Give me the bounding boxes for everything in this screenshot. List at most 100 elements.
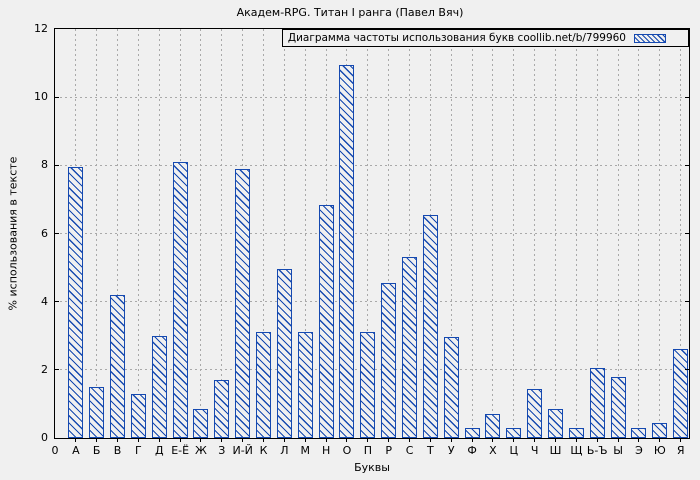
bar: [381, 282, 397, 438]
x-tick-label: И-Й: [232, 444, 253, 457]
bar: [110, 294, 126, 438]
x-tick-mark: [555, 438, 557, 442]
y-tick-mark: [55, 369, 59, 371]
x-tick-mark: [283, 438, 285, 442]
v-gridline: [263, 29, 265, 438]
v-gridline: [283, 29, 285, 438]
x-tick-label: Ж: [195, 444, 207, 457]
v-gridline: [117, 29, 119, 438]
x-tick-label: Щ: [570, 444, 583, 457]
v-gridline: [137, 29, 139, 438]
y-tick-mark: [685, 233, 689, 234]
v-gridline: [388, 29, 390, 438]
bar: [422, 214, 438, 438]
y-tick-mark: [55, 233, 59, 234]
x-tick-label: Ф: [467, 444, 477, 457]
x-tick-mark: [137, 438, 139, 442]
v-gridline: [409, 29, 411, 438]
x-tick-mark: [325, 438, 327, 442]
v-gridline: [534, 29, 536, 438]
x-tick-mark: [388, 438, 390, 442]
y-tick-mark: [55, 301, 59, 303]
y-tick-mark: [55, 164, 59, 166]
v-gridline: [96, 29, 98, 438]
bar: [464, 427, 480, 438]
v-gridline: [221, 29, 223, 438]
x-tick-label: Р: [385, 444, 392, 457]
y-tick-label: 8: [41, 158, 48, 172]
x-tick-label: В: [113, 444, 122, 457]
x-tick-label: С: [405, 444, 414, 457]
bar: [402, 257, 418, 438]
bar: [568, 427, 584, 438]
h-gridline: [55, 233, 689, 234]
x-tick-mark: [96, 438, 98, 442]
bar: [214, 380, 230, 438]
x-tick-mark: [617, 438, 619, 442]
x-tick-mark: [429, 438, 431, 442]
x-tick-mark: [450, 438, 452, 442]
chart-title: Академ-RPG. Титан I ранга (Павел Вяч): [236, 6, 464, 19]
y-tick-label: 4: [41, 294, 48, 308]
x-tick-label: А: [72, 444, 80, 457]
x-tick-mark: [596, 438, 598, 442]
x-tick-label: Ь-Ъ: [586, 444, 608, 457]
x-tick-mark: [242, 438, 244, 442]
x-origin-label: 0: [51, 444, 59, 457]
bar: [485, 414, 501, 438]
x-tick-label: Х: [489, 444, 497, 457]
x-tick-label: Ч: [530, 444, 539, 457]
bar: [339, 64, 355, 438]
bar: [130, 393, 146, 438]
x-tick-mark: [304, 438, 306, 442]
v-gridline: [450, 29, 452, 438]
x-tick-mark: [492, 438, 494, 442]
bar: [548, 409, 564, 438]
y-tick-mark: [55, 96, 59, 98]
v-gridline: [575, 29, 577, 438]
v-gridline: [492, 29, 494, 438]
bar: [631, 427, 647, 438]
h-gridline: [55, 301, 689, 303]
v-gridline: [680, 29, 682, 438]
bar: [151, 335, 167, 438]
v-gridline: [638, 29, 640, 438]
x-tick-label: Н: [321, 444, 331, 457]
v-gridline: [596, 29, 598, 438]
x-tick-mark: [367, 438, 369, 442]
v-gridline: [617, 29, 619, 438]
y-tick-label: 12: [34, 22, 48, 35]
y-tick-mark: [685, 369, 689, 371]
x-tick-label: У: [447, 444, 455, 457]
v-gridline: [304, 29, 306, 438]
plot-area: Диаграмма частоты использования букв coo…: [54, 28, 690, 442]
y-tick-mark: [685, 96, 689, 98]
bar: [360, 332, 376, 438]
h-gridline: [55, 96, 689, 98]
x-tick-label: О: [342, 444, 352, 457]
bar: [443, 337, 459, 438]
x-tick-mark: [158, 438, 160, 442]
bar: [89, 386, 105, 438]
y-tick-label: 10: [34, 90, 48, 104]
x-tick-mark: [471, 438, 473, 442]
x-tick-mark: [575, 438, 577, 442]
x-tick-label: Л: [280, 444, 289, 457]
x-tick-mark: [200, 438, 202, 442]
x-tick-label: П: [363, 444, 372, 457]
x-tick-mark: [179, 438, 181, 442]
bar: [172, 161, 188, 438]
bar: [610, 376, 626, 438]
y-tick-label: 0: [41, 431, 48, 444]
bar: [193, 409, 209, 438]
y-tick-mark: [685, 164, 689, 166]
x-tick-mark: [409, 438, 411, 442]
x-tick-label: З: [218, 444, 226, 457]
y-tick-mark: [685, 301, 689, 303]
x-tick-label: Т: [427, 444, 434, 457]
x-tick-mark: [263, 438, 265, 442]
v-gridline: [513, 29, 515, 438]
x-tick-label: Э: [635, 444, 643, 457]
bar: [318, 204, 334, 438]
x-tick-label: Я: [676, 444, 685, 457]
